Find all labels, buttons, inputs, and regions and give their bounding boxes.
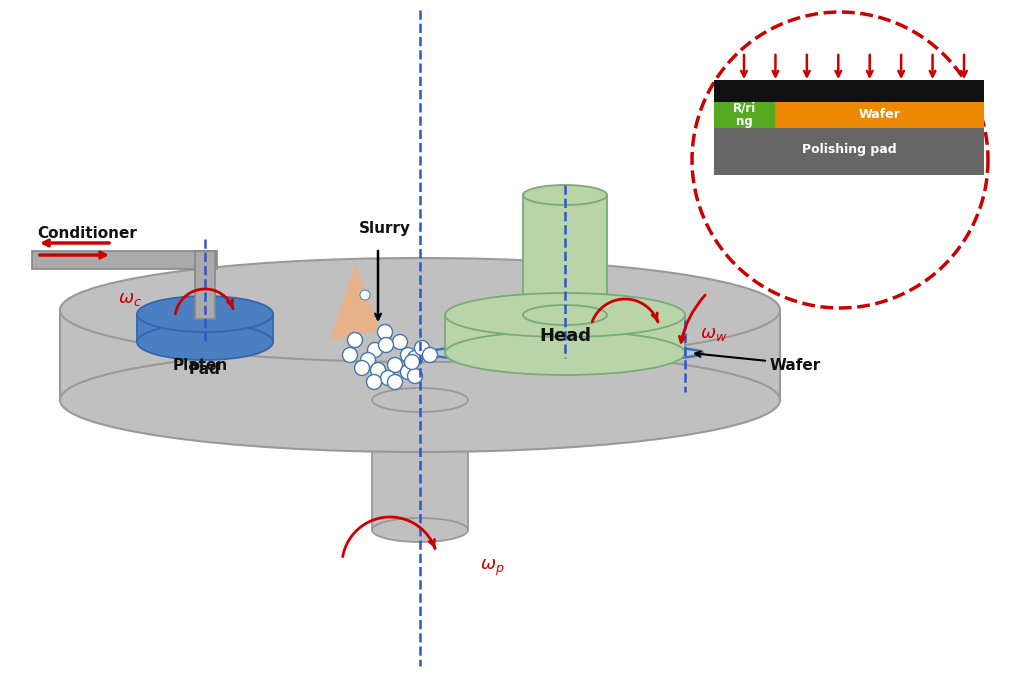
Text: $\omega_p$: $\omega_p$	[480, 558, 505, 578]
Circle shape	[387, 375, 402, 389]
Ellipse shape	[137, 296, 273, 332]
Text: Wafer: Wafer	[770, 358, 821, 373]
Polygon shape	[60, 310, 780, 400]
Polygon shape	[775, 100, 984, 102]
Circle shape	[387, 358, 402, 372]
Polygon shape	[523, 195, 607, 315]
Circle shape	[408, 350, 423, 366]
Polygon shape	[714, 125, 984, 175]
Circle shape	[354, 360, 370, 375]
Text: $\omega_w$: $\omega_w$	[700, 325, 727, 343]
Circle shape	[379, 337, 393, 352]
Ellipse shape	[137, 324, 273, 360]
Text: Polishing pad: Polishing pad	[802, 143, 896, 157]
Text: Slurry: Slurry	[359, 220, 411, 235]
Circle shape	[378, 324, 392, 339]
Circle shape	[360, 352, 376, 368]
Text: Head: Head	[539, 327, 591, 345]
Ellipse shape	[445, 293, 685, 337]
Circle shape	[368, 343, 383, 358]
Polygon shape	[714, 80, 984, 102]
Circle shape	[400, 347, 416, 362]
Text: Pad: Pad	[189, 362, 221, 377]
Ellipse shape	[445, 331, 685, 375]
Circle shape	[392, 335, 408, 349]
Ellipse shape	[427, 344, 703, 362]
Polygon shape	[372, 400, 468, 530]
Circle shape	[404, 354, 420, 370]
Circle shape	[347, 333, 362, 347]
Text: Conditioner: Conditioner	[37, 226, 137, 241]
Circle shape	[360, 290, 370, 300]
Polygon shape	[714, 102, 775, 128]
Circle shape	[381, 370, 395, 385]
Circle shape	[423, 347, 437, 362]
Text: Platen: Platen	[172, 358, 227, 372]
Polygon shape	[330, 265, 380, 340]
Polygon shape	[775, 100, 984, 128]
Polygon shape	[32, 251, 217, 269]
Circle shape	[371, 362, 385, 377]
Circle shape	[367, 375, 382, 389]
Text: R/ri
ng: R/ri ng	[733, 101, 756, 128]
Text: Wafer: Wafer	[858, 107, 900, 120]
Ellipse shape	[372, 388, 468, 412]
Circle shape	[342, 347, 357, 362]
Polygon shape	[445, 315, 685, 353]
Text: $\omega_c$: $\omega_c$	[118, 290, 142, 308]
Ellipse shape	[60, 258, 780, 362]
Ellipse shape	[523, 305, 607, 325]
Circle shape	[415, 341, 429, 356]
Circle shape	[400, 364, 416, 379]
Polygon shape	[137, 314, 273, 342]
Ellipse shape	[60, 348, 780, 452]
Polygon shape	[195, 251, 215, 319]
Ellipse shape	[523, 185, 607, 205]
Circle shape	[408, 368, 423, 383]
Ellipse shape	[372, 518, 468, 542]
